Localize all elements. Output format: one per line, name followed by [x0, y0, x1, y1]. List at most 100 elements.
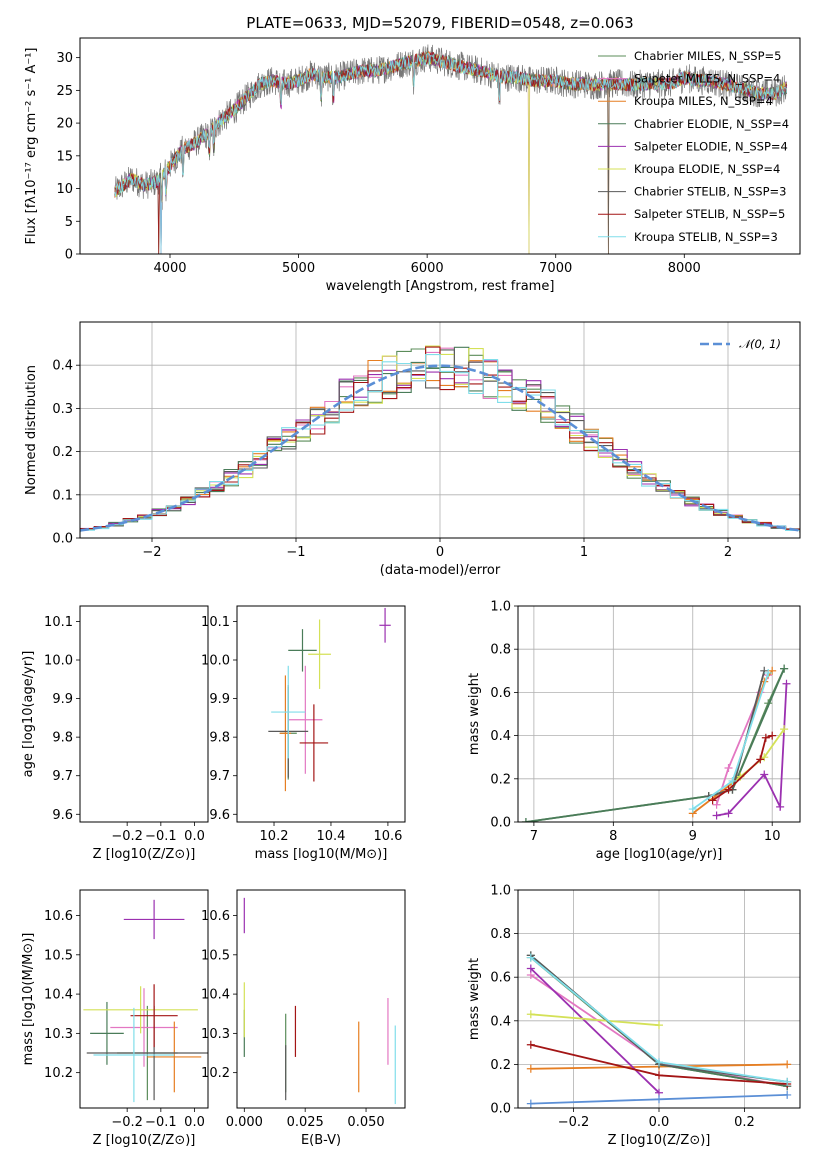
x-tick-label: −0.2 [111, 1115, 143, 1130]
data-point-marker [526, 964, 535, 973]
cumulative_Z-frame [517, 889, 801, 1109]
y-tick-label: 0.8 [490, 643, 511, 658]
legend-label: Chabrier MILES, N_SSP=5 [634, 49, 781, 63]
legend-label: Kroupa MILES, N_SSP=4 [634, 94, 773, 108]
y-tick-label: 1.0 [490, 884, 511, 899]
spectrum-frame [79, 37, 801, 255]
mass_vs_Z-y-axis-label: mass [log10(M/M⊙)] [21, 933, 36, 1066]
data-point-marker [526, 1010, 535, 1019]
x-tick-label: 0.2 [734, 1115, 755, 1130]
mass_vs_Z-frame [79, 889, 209, 1109]
model-spectrum-line [114, 53, 787, 254]
data-point-marker [724, 785, 733, 794]
x-tick-label: 0.025 [287, 1115, 324, 1130]
residuals-y-axis-label: Normed distribution [24, 365, 39, 495]
x-tick-label: 4000 [153, 261, 186, 276]
y-tick-label: 0.4 [52, 359, 73, 374]
legend-label: Salpeter MILES, N_SSP=4 [634, 72, 780, 86]
cumulative_age-y-axis-label: mass weight [467, 673, 482, 755]
age_vs_mass-points [268, 607, 391, 792]
x-tick-label: 0.0 [184, 829, 205, 844]
age_vs_mass-x-axis-label: mass [log10(M/M⊙)] [255, 847, 388, 862]
legend-label: Kroupa STELIB, N_SSP=3 [634, 230, 778, 244]
chart-title: PLATE=0633, MJD=52079, FIBERID=0548, z=0… [246, 14, 633, 32]
data-point-marker [526, 953, 535, 962]
mass-weight-line [525, 668, 785, 822]
data-point-marker [712, 811, 721, 820]
legend-label: Kroupa ELODIE, N_SSP=4 [634, 162, 780, 176]
y-tick-label: 10.6 [44, 909, 73, 924]
histograms [80, 345, 800, 533]
x-tick-label: 5000 [282, 261, 315, 276]
x-tick-label: 7 [530, 829, 538, 844]
data-point-marker [783, 1090, 792, 1099]
x-tick-label: 9 [689, 829, 697, 844]
y-tick-label: 9.8 [52, 731, 73, 746]
x-tick-label: 0.0 [649, 1115, 670, 1130]
y-tick-label: 15 [56, 149, 73, 164]
legend-label: 𝒩(0, 1) [739, 337, 781, 351]
y-tick-label: 20 [56, 117, 73, 132]
spectrum-legend [598, 55, 626, 238]
data-point-marker [782, 679, 791, 688]
x-tick-label: 6000 [411, 261, 444, 276]
cumulative_age-frame [517, 605, 801, 823]
spectrum-x-axis-label: wavelength [Angstrom, rest frame] [326, 279, 555, 294]
x-tick-label: 7000 [539, 261, 572, 276]
y-tick-label: 0.1 [52, 488, 73, 503]
data-point-marker [526, 1099, 535, 1108]
x-tick-label: 8000 [668, 261, 701, 276]
legend-label: Salpeter ELODIE, N_SSP=4 [634, 139, 788, 153]
y-tick-label: 9.7 [52, 769, 73, 784]
y-tick-label: 0.0 [490, 816, 511, 831]
y-tick-label: 25 [56, 84, 73, 99]
mass-weight-line [525, 668, 785, 822]
residuals-frame [79, 321, 801, 539]
y-tick-label: 10.5 [44, 948, 73, 963]
y-tick-label: 10.1 [44, 615, 73, 630]
x-tick-label: 0 [436, 545, 444, 560]
y-tick-label: 0.3 [52, 402, 73, 417]
x-tick-label: −0.2 [111, 829, 143, 844]
x-tick-label: 8 [609, 829, 617, 844]
x-tick-label: 0.050 [347, 1115, 384, 1130]
y-tick-label: 1.0 [490, 600, 511, 615]
data-point-marker [764, 668, 773, 677]
spectrum-axes [76, 57, 685, 258]
data-point-marker [728, 776, 737, 785]
data-point-marker [712, 800, 721, 809]
data-point-marker [655, 1021, 663, 1030]
data-point-marker [708, 796, 717, 805]
x-tick-label: 10.4 [316, 829, 345, 844]
y-tick-label: 10.4 [201, 988, 230, 1003]
y-tick-label: 0 [65, 248, 73, 263]
residuals-x-axis-label: (data-model)/error [380, 563, 501, 578]
data-point-marker [688, 805, 697, 814]
legend-label: Chabrier STELIB, N_SSP=3 [634, 185, 786, 199]
normal-distribution-curve [80, 364, 800, 532]
cumulative_age-lines [521, 664, 791, 822]
y-tick-label: 9.9 [52, 692, 73, 707]
mass_vs_ebv-x-axis-label: E(B-V) [301, 1133, 341, 1148]
y-tick-label: 10.3 [201, 1027, 230, 1042]
y-tick-label: 9.9 [209, 692, 230, 707]
cumulative_Z-lines [526, 951, 792, 1108]
y-tick-label: 10.0 [44, 654, 73, 669]
legend-label: Chabrier ELODIE, N_SSP=4 [634, 117, 789, 131]
data-point-marker [655, 1095, 663, 1104]
y-tick-label: 10 [56, 182, 73, 197]
data-point-marker [521, 818, 530, 822]
data-point-marker [783, 1060, 792, 1069]
x-tick-label: 1 [580, 545, 588, 560]
model-spectrum-line [114, 51, 787, 254]
data-point-marker [655, 1058, 663, 1067]
data-point-marker [783, 1077, 792, 1086]
data-point-marker [724, 764, 733, 772]
x-tick-label: 10.2 [260, 829, 289, 844]
x-tick-label: −0.1 [145, 1115, 177, 1130]
mass_vs_Z-x-axis-label: Z [log10(Z/Z⊙)] [93, 1133, 196, 1148]
y-tick-label: 5 [65, 215, 73, 230]
y-tick-label: 9.6 [209, 808, 230, 823]
y-tick-label: 0.2 [490, 772, 511, 787]
mass_vs_ebv-points [243, 897, 396, 1105]
